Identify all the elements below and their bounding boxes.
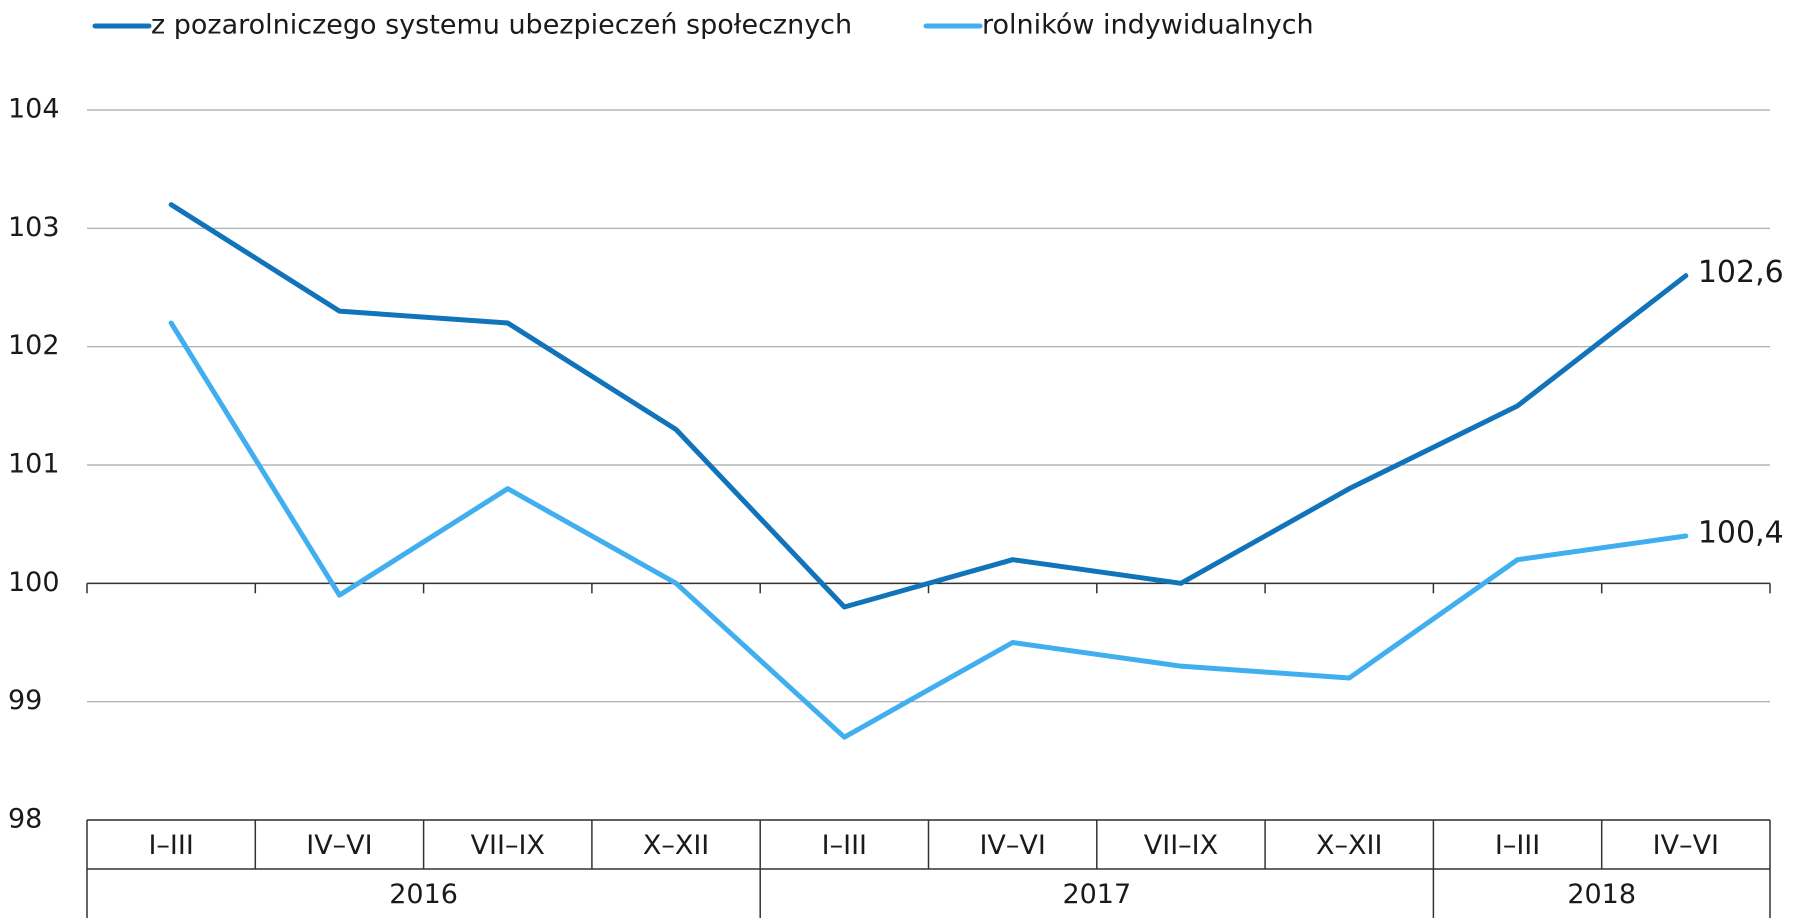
y-tick-label: 101 bbox=[8, 449, 60, 480]
x-tick-label: VII–IX bbox=[1144, 830, 1218, 861]
x-tick-label: I–III bbox=[822, 830, 867, 861]
year-label: 2017 bbox=[1062, 879, 1131, 910]
y-tick-label: 102 bbox=[8, 330, 60, 361]
x-tick-label: IV–VI bbox=[979, 830, 1045, 861]
x-tick-label: VII–IX bbox=[471, 830, 545, 861]
x-tick-label: X–XII bbox=[643, 830, 709, 861]
x-tick-label: I–III bbox=[1495, 830, 1540, 861]
y-tick-label: 100 bbox=[8, 567, 60, 598]
legend-label: z pozarolniczego systemu ubezpieczeń spo… bbox=[151, 10, 852, 41]
series-line bbox=[168, 202, 1689, 610]
value-label: 102,6 bbox=[1698, 255, 1784, 290]
year-label: 2016 bbox=[389, 879, 458, 910]
year-label: 2018 bbox=[1567, 879, 1636, 910]
value-label: 100,4 bbox=[1698, 516, 1784, 551]
x-tick-label: X–XII bbox=[1316, 830, 1382, 861]
y-tick-label: 103 bbox=[8, 212, 60, 243]
series-line bbox=[168, 320, 1689, 740]
x-tick-label: IV–VI bbox=[306, 830, 372, 861]
x-tick-label: IV–VI bbox=[1653, 830, 1719, 861]
legend-label: rolników indywidualnych bbox=[982, 10, 1314, 41]
y-tick-label: 98 bbox=[8, 804, 42, 835]
y-tick-label: 99 bbox=[8, 685, 42, 716]
y-tick-label: 104 bbox=[8, 94, 60, 125]
x-tick-label: I–III bbox=[148, 830, 193, 861]
